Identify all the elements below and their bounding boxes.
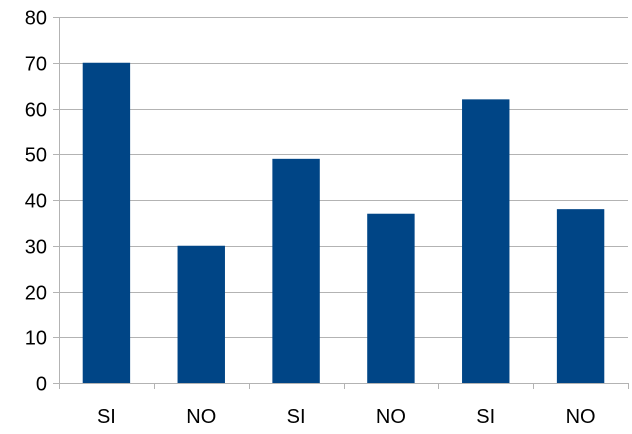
- bar-3-no: [367, 213, 415, 383]
- bars: [82, 62, 605, 383]
- y-tick-label-30: 30: [25, 237, 47, 259]
- x-tick-label-0: SI: [97, 406, 116, 428]
- y-tick-label-40: 40: [25, 191, 47, 213]
- x-tick-label-5: NO: [566, 406, 596, 428]
- bar-1-no: [177, 245, 225, 383]
- y-tick-label-20: 20: [25, 283, 47, 305]
- y-tick-label-80: 80: [25, 8, 47, 30]
- gridlines: [59, 17, 628, 384]
- x-tick-labels: SI NO SI NO SI NO: [97, 406, 596, 428]
- x-tick-label-1: NO: [186, 406, 216, 428]
- y-tick-label-10: 10: [25, 328, 47, 350]
- y-tick-label-50: 50: [25, 145, 47, 167]
- bar-0-si: [82, 62, 131, 383]
- x-tick-label-2: SI: [287, 406, 306, 428]
- y-tick-label-60: 60: [25, 100, 47, 122]
- x-tick-label-4: SI: [476, 406, 495, 428]
- bar-4-si: [462, 99, 510, 383]
- bar-2-si: [272, 158, 320, 383]
- x-tick-label-3: NO: [376, 406, 406, 428]
- y-tick-label-0: 0: [36, 374, 47, 396]
- axes: [53, 17, 629, 389]
- bar-5-no: [556, 209, 605, 383]
- y-tick-label-70: 70: [25, 54, 47, 76]
- y-tick-labels: 0 10 20 30 40 50 60 70 80: [25, 8, 47, 396]
